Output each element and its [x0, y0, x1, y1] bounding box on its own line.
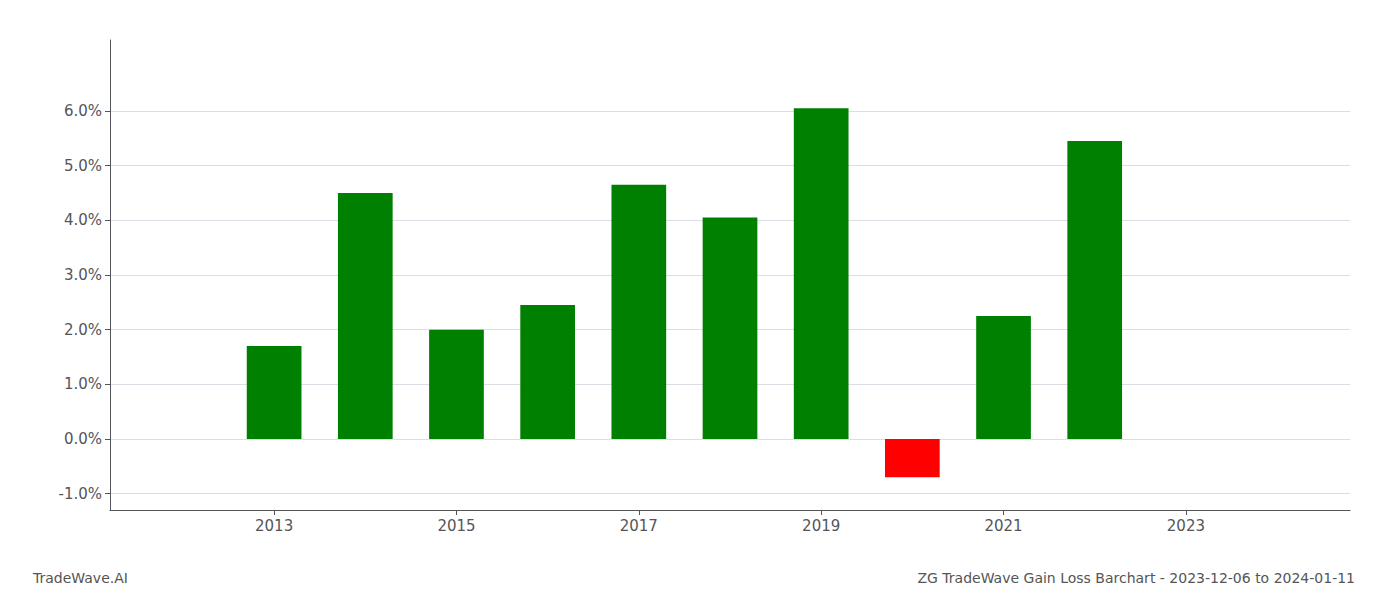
- svg-text:0.0%: 0.0%: [64, 430, 102, 448]
- svg-text:ZG TradeWave Gain Loss Barchar: ZG TradeWave Gain Loss Barchart - 2023-1…: [917, 570, 1355, 586]
- svg-text:3.0%: 3.0%: [64, 266, 102, 284]
- svg-text:2021: 2021: [984, 517, 1022, 535]
- svg-text:1.0%: 1.0%: [64, 375, 102, 393]
- svg-text:2023: 2023: [1167, 517, 1205, 535]
- svg-text:4.0%: 4.0%: [64, 211, 102, 229]
- svg-text:5.0%: 5.0%: [64, 157, 102, 175]
- svg-text:2015: 2015: [437, 517, 475, 535]
- svg-text:2013: 2013: [255, 517, 293, 535]
- svg-text:2017: 2017: [620, 517, 658, 535]
- svg-text:TradeWave.AI: TradeWave.AI: [32, 570, 128, 586]
- svg-text:2019: 2019: [802, 517, 840, 535]
- svg-text:6.0%: 6.0%: [64, 102, 102, 120]
- svg-text:2.0%: 2.0%: [64, 321, 102, 339]
- svg-text:-1.0%: -1.0%: [58, 485, 102, 503]
